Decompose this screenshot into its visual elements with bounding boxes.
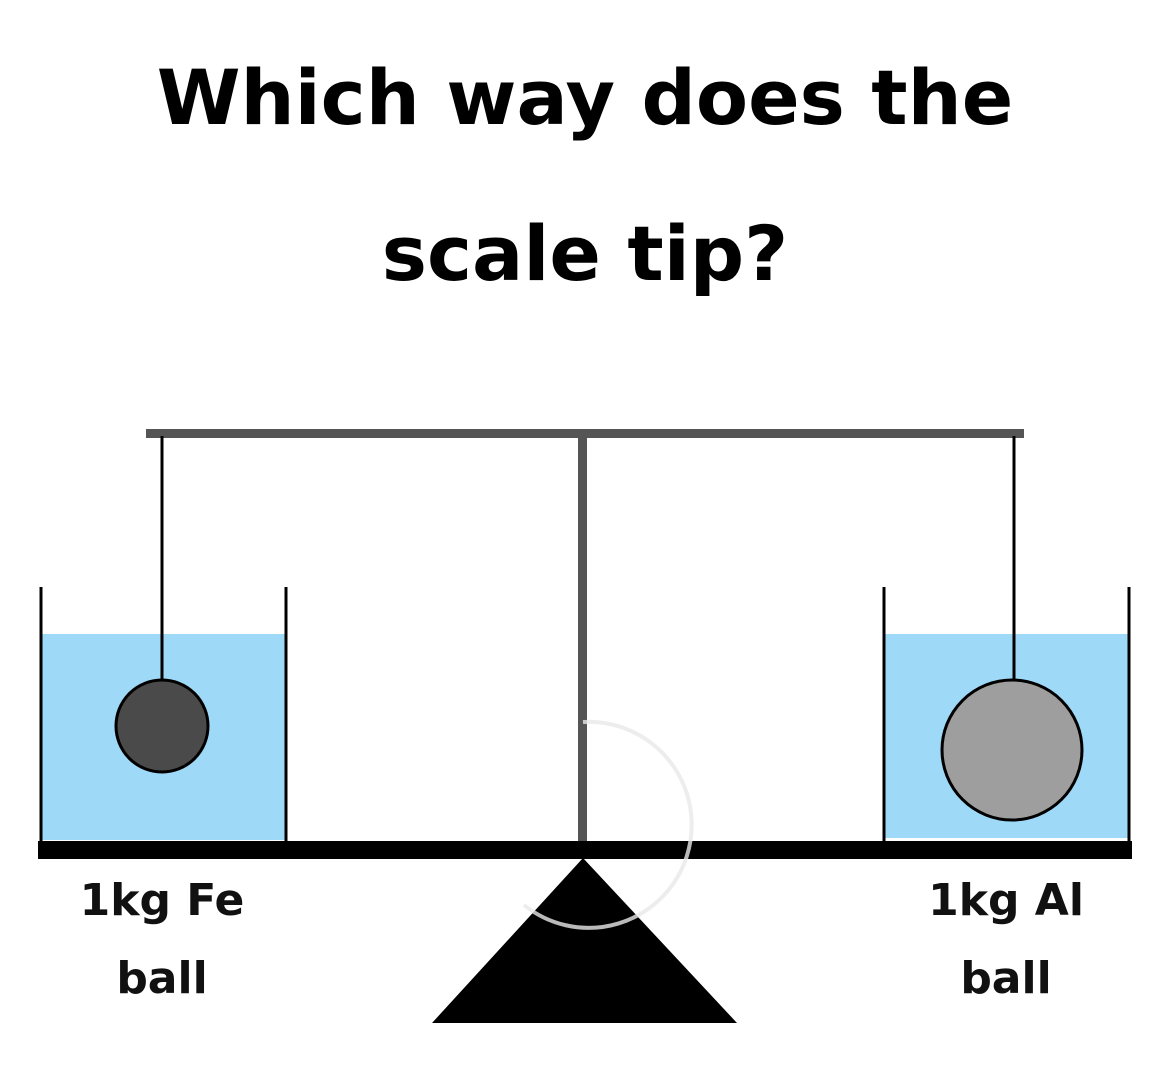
- title-line-1: Which way does the: [156, 53, 1014, 142]
- loading-ring-overlay: [522, 719, 694, 930]
- top-beam: [146, 429, 1024, 438]
- aluminum-ball: [940, 678, 1084, 822]
- center-pole: [578, 436, 587, 850]
- left-label-line-1: 1kg Fe: [79, 875, 245, 926]
- left-ball-label: 1kg Fe ball: [32, 862, 292, 1018]
- right-ball-label: 1kg Al ball: [876, 862, 1136, 1018]
- question-title: Which way does the scale tip?: [0, 20, 1170, 332]
- right-label-line-2: ball: [960, 953, 1052, 1004]
- left-label-line-2: ball: [116, 953, 208, 1004]
- fulcrum: [432, 858, 737, 1023]
- base-platform: [38, 841, 1132, 859]
- iron-ball: [114, 678, 210, 774]
- right-label-line-1: 1kg Al: [928, 875, 1084, 926]
- title-line-2: scale tip?: [381, 209, 789, 298]
